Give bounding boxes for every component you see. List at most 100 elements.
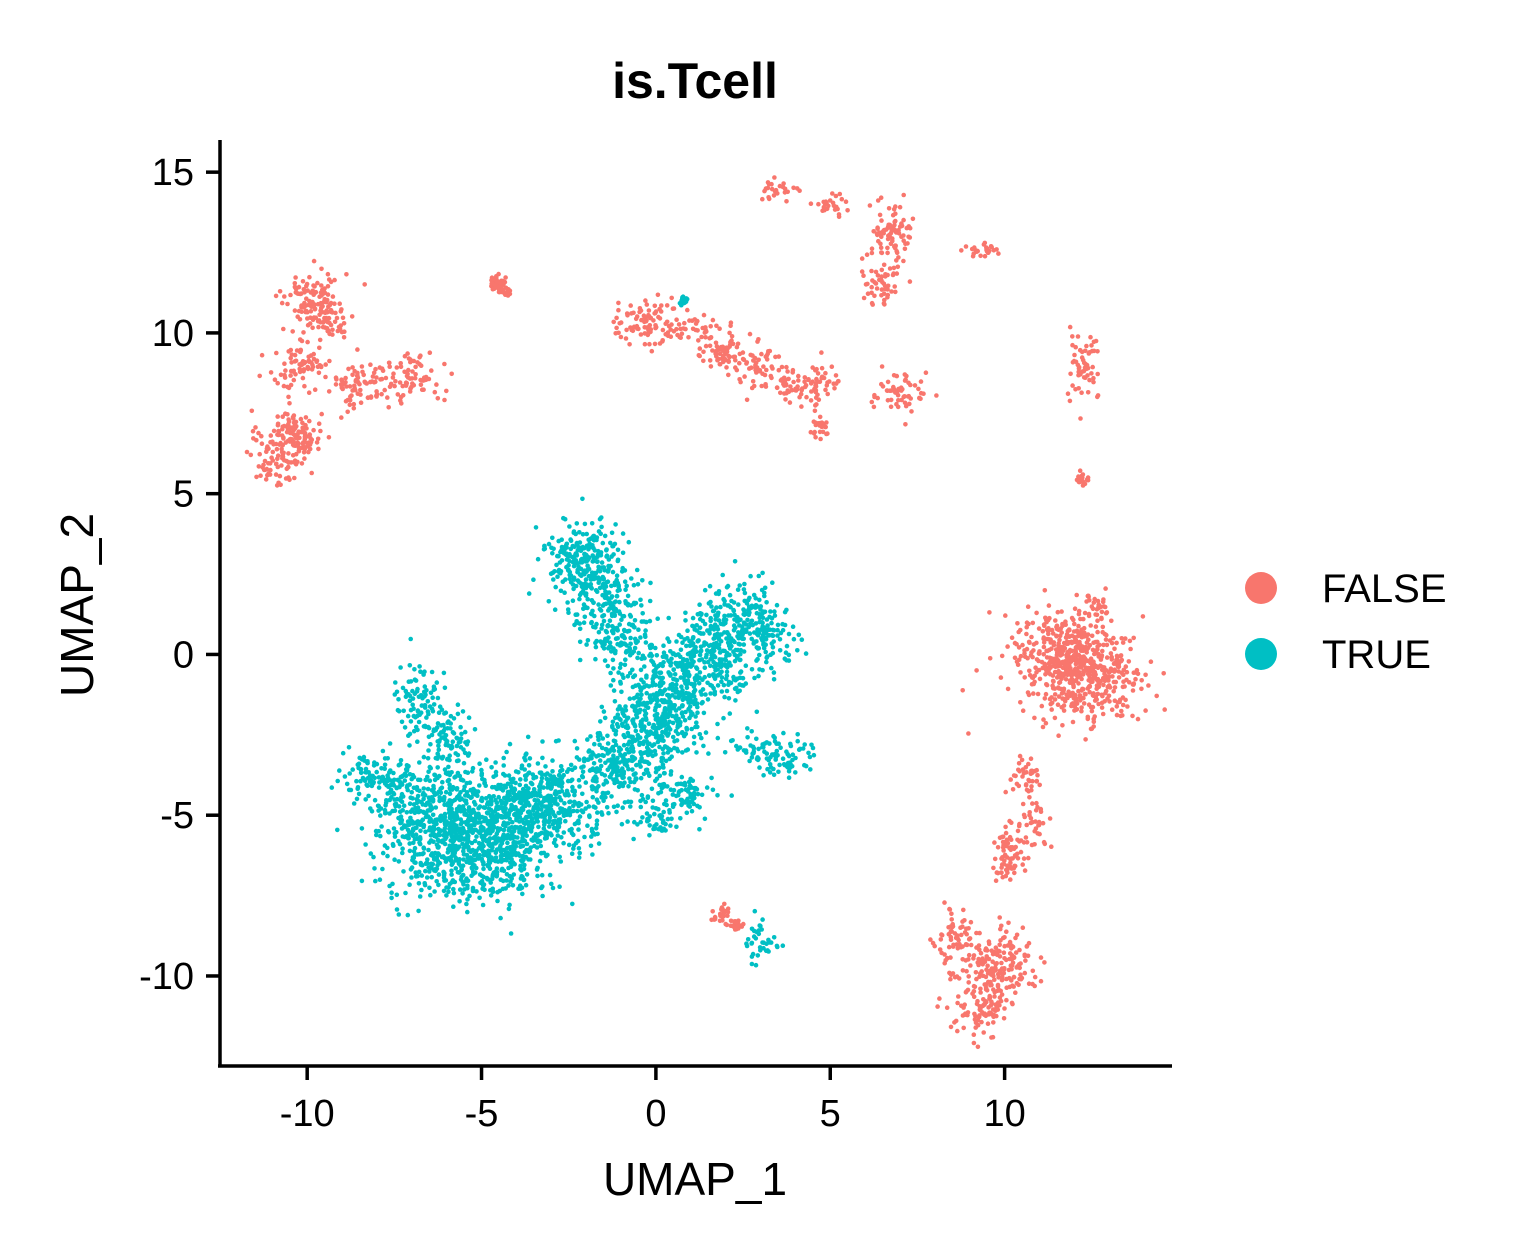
data-point [704, 329, 709, 334]
data-point [415, 708, 421, 713]
data-point [390, 375, 396, 380]
data-point [1108, 651, 1114, 656]
data-point [616, 300, 621, 306]
data-point [626, 649, 631, 654]
data-point [1083, 737, 1088, 742]
data-point [506, 906, 512, 912]
data-point [413, 874, 419, 879]
data-point [449, 854, 454, 860]
data-point [291, 377, 297, 383]
data-point [628, 303, 633, 308]
data-point [1078, 654, 1083, 660]
data-point [332, 301, 337, 307]
data-point [465, 909, 470, 915]
data-point [622, 662, 628, 668]
data-point [550, 769, 555, 774]
data-point [791, 379, 796, 385]
data-point [986, 941, 992, 947]
data-point [461, 848, 466, 854]
data-point [1052, 692, 1058, 697]
data-point [452, 879, 458, 885]
data-point [1042, 696, 1048, 701]
data-point [1027, 673, 1033, 678]
data-point [609, 605, 615, 611]
data-point [287, 401, 292, 406]
data-point [1024, 631, 1029, 637]
data-point [286, 424, 292, 429]
data-point [607, 618, 613, 623]
data-point [875, 198, 881, 203]
data-point [369, 783, 374, 788]
data-point [546, 819, 552, 825]
data-point [891, 271, 896, 276]
data-point [367, 779, 373, 784]
data-point [1109, 640, 1115, 646]
data-point [1099, 667, 1105, 673]
data-point [565, 600, 570, 605]
data-point [407, 848, 413, 854]
data-point [1011, 954, 1017, 960]
data-point [1012, 870, 1017, 876]
data-point [733, 920, 739, 925]
data-point [1106, 678, 1111, 683]
data-point [1043, 672, 1048, 677]
data-point [1064, 641, 1069, 647]
data-point [1100, 624, 1106, 630]
data-point [410, 833, 416, 839]
data-point [608, 540, 613, 546]
data-point [1043, 615, 1048, 621]
data-point [274, 461, 279, 467]
data-point [355, 379, 361, 385]
data-point [379, 366, 385, 372]
data-point [546, 541, 552, 547]
data-point [1015, 964, 1020, 969]
data-point [434, 879, 440, 884]
data-point [464, 852, 470, 858]
data-point [897, 204, 903, 210]
data-point [539, 850, 544, 856]
data-point [699, 334, 704, 340]
data-point [950, 924, 956, 929]
data-point [959, 932, 964, 938]
data-point [411, 774, 417, 780]
data-point [966, 980, 971, 985]
data-point [439, 723, 444, 728]
data-point [392, 857, 397, 862]
data-point [971, 983, 977, 989]
data-point [493, 855, 499, 860]
data-point [490, 784, 495, 790]
data-point [585, 605, 590, 611]
data-point [568, 537, 573, 542]
data-point [879, 293, 884, 298]
data-point [1019, 757, 1025, 763]
data-point [454, 743, 460, 749]
data-point [382, 387, 388, 393]
data-point [272, 377, 278, 383]
data-point [964, 968, 969, 974]
data-point [505, 840, 510, 846]
data-point [1087, 377, 1092, 383]
data-point [1011, 865, 1017, 871]
data-point [819, 350, 824, 355]
data-point [351, 801, 357, 806]
data-point [595, 831, 600, 837]
data-point [472, 838, 478, 844]
data-point [614, 315, 619, 321]
data-point [1050, 678, 1056, 684]
data-point [370, 374, 376, 379]
data-point [663, 321, 668, 327]
data-point [1080, 472, 1086, 477]
data-point [455, 752, 461, 758]
data-point [794, 186, 800, 191]
data-point [364, 759, 370, 764]
data-point [244, 449, 250, 455]
data-point [593, 644, 599, 650]
data-point [599, 626, 604, 631]
data-point [1112, 698, 1118, 703]
data-point [1036, 626, 1042, 631]
data-point [286, 451, 291, 456]
data-point [486, 806, 492, 811]
data-point [1109, 707, 1115, 712]
data-point [620, 531, 626, 536]
data-point [819, 365, 825, 371]
